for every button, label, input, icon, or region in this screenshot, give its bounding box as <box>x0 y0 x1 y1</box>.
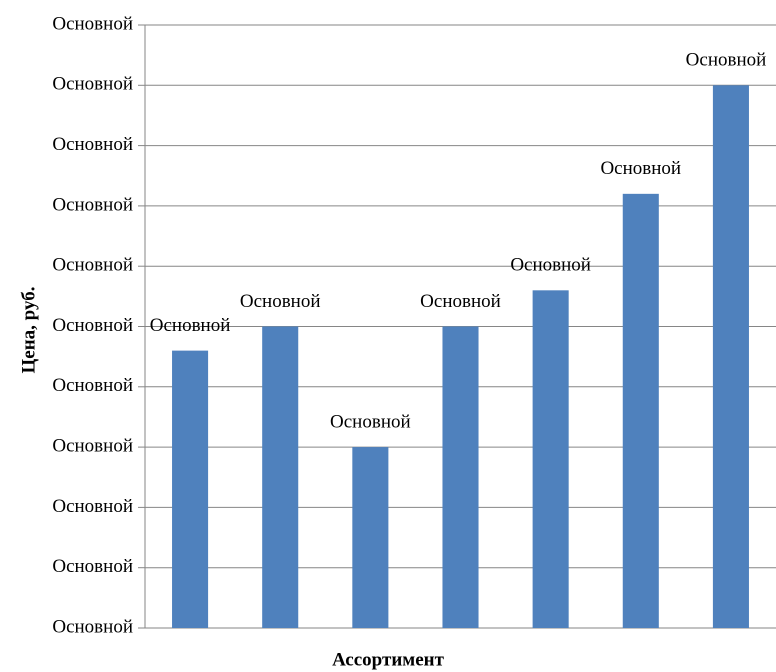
data-label: Основной <box>330 411 411 432</box>
y-tick-label: Основной <box>52 134 133 155</box>
y-tick-label: Основной <box>52 255 133 276</box>
bar <box>172 350 209 628</box>
bar <box>352 447 389 628</box>
data-label: Основной <box>420 291 501 312</box>
y-tick-label: Основной <box>52 496 133 517</box>
bar <box>712 85 749 629</box>
y-tick-label: Основной <box>52 556 133 577</box>
x-axis-title: Ассортимент <box>332 649 445 670</box>
bar <box>532 290 569 628</box>
y-tick-label: Основной <box>52 194 133 215</box>
data-label: Основной <box>686 50 767 71</box>
data-label: Основной <box>510 255 591 276</box>
y-axis-title: Цена, руб. <box>18 287 39 374</box>
y-tick-label: Основной <box>52 435 133 456</box>
bar <box>262 326 299 628</box>
y-tick-label: Основной <box>52 315 133 336</box>
y-tick-label: Основной <box>52 74 133 95</box>
bar <box>622 193 659 628</box>
bar <box>442 326 479 628</box>
data-label: Основной <box>600 158 681 179</box>
data-label: Основной <box>240 291 321 312</box>
data-label: Основной <box>150 315 231 336</box>
y-tick-label: Основной <box>52 616 133 637</box>
y-tick-label: Основной <box>52 375 133 396</box>
y-tick-label: Основной <box>52 13 133 34</box>
